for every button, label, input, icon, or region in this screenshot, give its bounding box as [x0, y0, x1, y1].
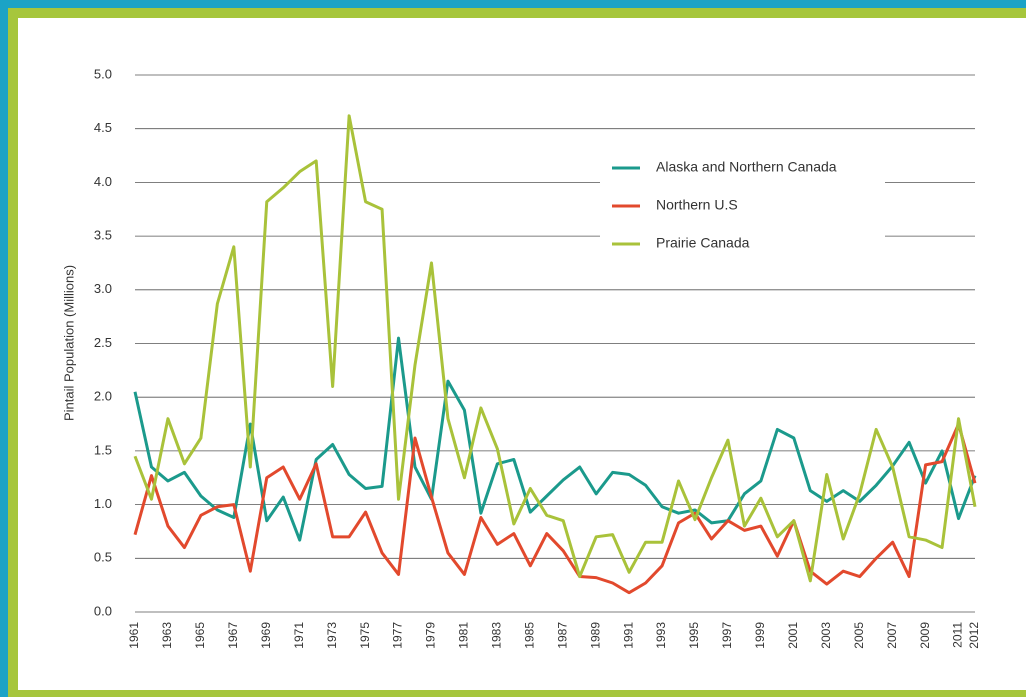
y-tick-label: 1.0 [94, 496, 112, 511]
x-tick-label: 1991 [621, 622, 635, 649]
x-tick-label: 2012 [967, 622, 981, 649]
y-tick-label: 5.0 [94, 66, 112, 81]
x-tick-label: 1965 [193, 622, 207, 649]
x-tick-label: 1967 [226, 622, 240, 649]
x-tick-label: 1979 [424, 622, 438, 649]
x-tick-label: 1997 [720, 622, 734, 649]
legend-label: Prairie Canada [656, 235, 750, 251]
x-tick-label: 1969 [259, 622, 273, 649]
x-tick-label: 1961 [127, 622, 141, 649]
x-tick-label: 1981 [457, 622, 471, 649]
legend-label: Northern U.S [656, 197, 738, 213]
y-tick-label: 4.0 [94, 174, 112, 189]
x-tick-label: 2011 [951, 622, 965, 648]
y-tick-label: 4.5 [94, 120, 112, 135]
legend-box [600, 148, 885, 260]
x-tick-label: 1995 [687, 622, 701, 649]
x-tick-label: 2009 [918, 622, 932, 649]
x-tick-label: 2005 [852, 622, 866, 649]
y-tick-label: 0.5 [94, 550, 112, 565]
y-axis-label: Pintail Population (Millions) [61, 265, 76, 421]
x-tick-label: 1993 [654, 622, 668, 649]
x-tick-label: 1973 [325, 622, 339, 649]
x-tick-label: 1989 [588, 622, 602, 649]
y-tick-label: 1.5 [94, 442, 112, 457]
y-tick-label: 2.5 [94, 335, 112, 350]
x-tick-label: 2007 [885, 622, 899, 649]
y-tick-label: 2.0 [94, 389, 112, 404]
series-line [133, 422, 977, 595]
panel [18, 18, 1026, 690]
series-line [133, 114, 977, 583]
x-tick-label: 1985 [522, 622, 536, 649]
x-tick-label: 1975 [358, 622, 372, 649]
x-tick-label: 2001 [786, 622, 800, 649]
x-tick-label: 1987 [555, 622, 569, 649]
x-tick-label: 1983 [490, 622, 504, 649]
x-tick-label: 1963 [160, 622, 174, 649]
x-tick-label: 2003 [819, 622, 833, 649]
x-tick-label: 1999 [753, 622, 767, 649]
x-tick-label: 1971 [292, 622, 306, 649]
frame [8, 8, 1026, 697]
series-line [133, 336, 977, 542]
y-tick-label: 0.0 [94, 603, 112, 618]
y-tick-label: 3.5 [94, 228, 112, 243]
legend-label: Alaska and Northern Canada [656, 159, 837, 175]
y-tick-label: 3.0 [94, 281, 112, 296]
x-tick-label: 1977 [391, 622, 405, 649]
